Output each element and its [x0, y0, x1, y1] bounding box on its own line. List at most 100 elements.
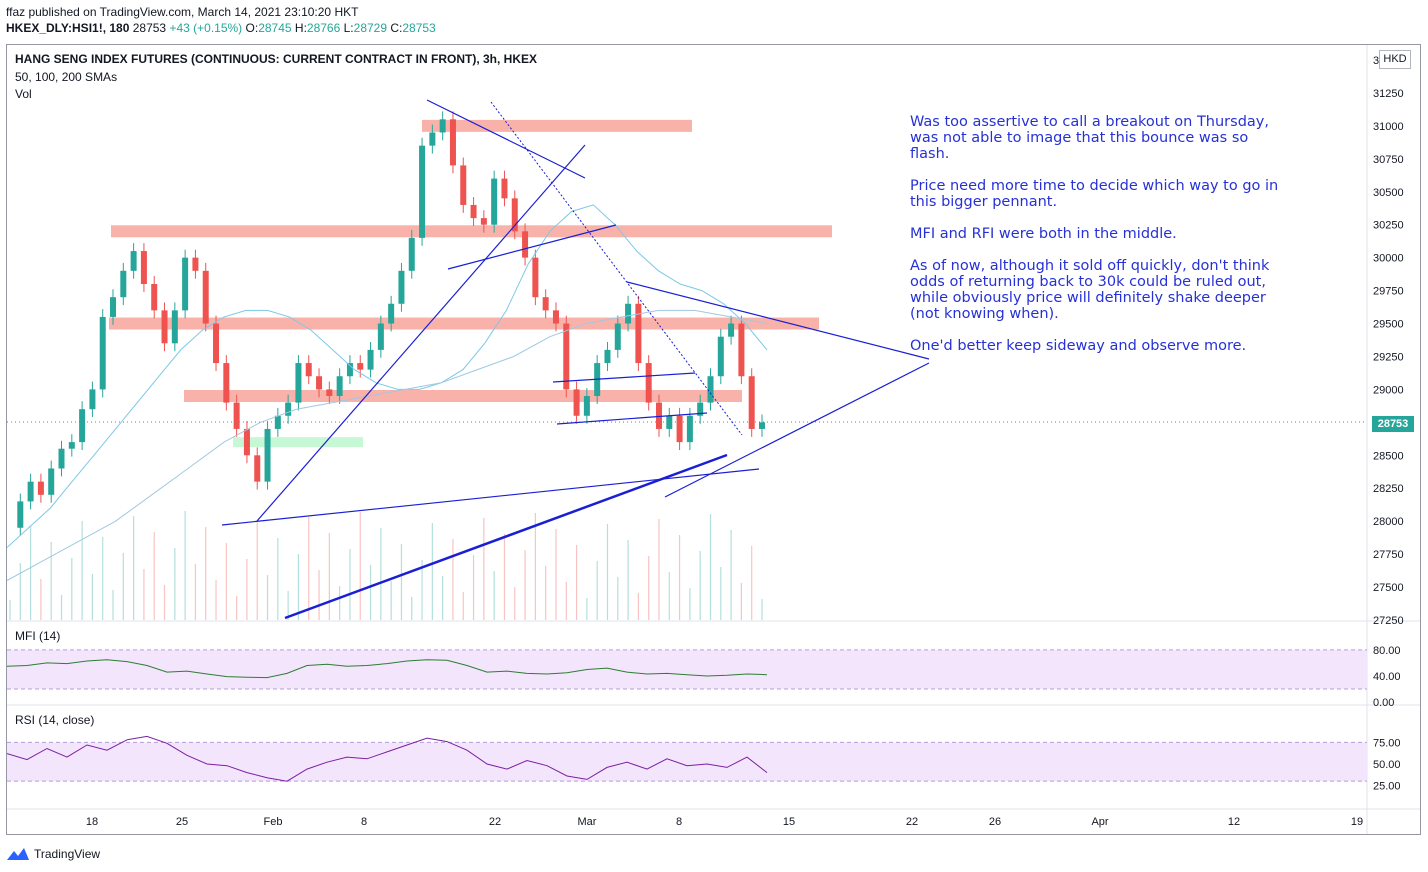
candle-body — [295, 363, 302, 403]
candle-body — [233, 402, 240, 429]
candle-body — [37, 481, 44, 495]
volume-bar — [421, 560, 423, 620]
volume-bar — [19, 563, 21, 620]
sma-100-line — [7, 309, 768, 581]
volume-bar — [627, 540, 629, 620]
candle-body — [625, 303, 632, 324]
x-tick-label: 8 — [676, 816, 682, 828]
price-tick-label: 28000 — [1373, 516, 1404, 528]
chart-frame — [6, 44, 1421, 835]
trend-line — [447, 224, 617, 270]
candle-body — [408, 237, 415, 271]
volume-bar — [730, 530, 732, 620]
candle-body — [676, 415, 683, 443]
volume-bar — [503, 534, 506, 620]
volume-bar — [369, 565, 372, 620]
volume-bar — [668, 572, 670, 620]
price-tick-label: 27500 — [1373, 582, 1404, 594]
candle-body — [738, 323, 745, 377]
volume-bar — [81, 521, 83, 620]
annotation-note: Was too assertive to call a breakout on … — [910, 114, 1290, 370]
candle-body — [717, 336, 724, 377]
volume-bar — [318, 570, 320, 620]
price-tick-label: 27250 — [1373, 615, 1404, 627]
volume-bar — [411, 597, 413, 620]
candle-body — [326, 389, 333, 396]
low-label: L: — [343, 21, 354, 35]
volume-bar — [194, 564, 197, 620]
volume-bar — [60, 595, 63, 620]
volume-bar — [163, 585, 166, 620]
volume-bar — [545, 566, 547, 620]
x-tick-label: Apr — [1091, 816, 1108, 828]
candle-body — [449, 119, 456, 166]
candle-body — [130, 251, 137, 271]
candle-body — [120, 270, 127, 298]
mfi-tick-label: 80.00 — [1373, 645, 1401, 657]
candle-body — [522, 231, 529, 258]
candle-body — [48, 468, 55, 495]
candle-body — [614, 323, 621, 350]
symbol-name: HKEX_DLY:HSI1!, 180 — [6, 21, 130, 35]
volume-bar — [246, 559, 248, 620]
x-tick-label: 22 — [489, 816, 501, 828]
volume-bar — [699, 551, 701, 620]
volume-bar — [575, 545, 578, 620]
last-price-tag: 28753 — [1372, 416, 1414, 432]
candle-body — [697, 402, 704, 416]
candle-body — [192, 257, 199, 271]
volume-bar — [462, 592, 464, 620]
volume-bar — [308, 517, 310, 620]
volume-bar — [30, 526, 32, 620]
candle-body — [552, 310, 559, 324]
volume-bar — [91, 574, 94, 620]
volume-bar — [555, 529, 557, 620]
candle-body — [501, 178, 508, 199]
chart-header: ffaz published on TradingView.com, March… — [6, 4, 1416, 44]
price-tick-label: 31000 — [1373, 121, 1404, 133]
volume-bar — [390, 581, 392, 620]
x-tick-label: 12 — [1228, 816, 1240, 828]
volume-bar — [297, 554, 300, 620]
volume-bar — [400, 544, 403, 620]
currency-button[interactable]: HKD — [1379, 50, 1411, 69]
candle-body — [759, 422, 765, 429]
low-value: 28729 — [353, 21, 388, 35]
price-tick-label: 31250 — [1373, 88, 1404, 100]
mfi-line — [7, 659, 768, 679]
volume-bar — [266, 575, 269, 620]
volume-bar — [658, 519, 660, 620]
volume-bar — [359, 512, 361, 620]
annotation-paragraph: Price need more time to decide which way… — [910, 178, 1279, 210]
volume-bar — [122, 553, 124, 620]
close-label: C: — [390, 21, 403, 35]
candle-body — [357, 363, 364, 370]
mfi-pane-title: MFI (14) — [15, 629, 61, 643]
symbol-line: HKEX_DLY:HSI1!, 180 28753 +43 (+0.15%) O… — [6, 20, 1416, 36]
chart-canvas[interactable]: 3150031250310003075030500302503000029750… — [7, 45, 1420, 834]
candle-body — [460, 165, 467, 205]
volume-bar — [50, 542, 52, 620]
x-tick-label: 25 — [176, 816, 188, 828]
volume-bar — [534, 513, 536, 620]
price-tick-label: 29000 — [1373, 384, 1404, 396]
price-tick-label: 30250 — [1373, 220, 1404, 232]
volume-bar — [617, 577, 619, 620]
channel-line — [556, 412, 708, 425]
volume-bar — [472, 555, 475, 620]
x-tick-label: Mar — [578, 816, 597, 828]
candle-body — [470, 204, 477, 219]
candle-body — [573, 389, 580, 416]
volume-bar — [256, 522, 258, 620]
candle-body — [243, 428, 250, 456]
candle-body — [264, 428, 271, 482]
volume-bar — [40, 579, 42, 620]
volume-bar — [565, 582, 567, 620]
candle-body — [336, 376, 343, 396]
channel-line — [552, 372, 696, 383]
pennant-upper — [626, 281, 930, 360]
candle-body — [346, 363, 353, 377]
annotation-paragraph: As of now, although it sold off quickly,… — [910, 258, 1270, 322]
trend-line-dotted — [490, 101, 743, 436]
trend-line — [221, 468, 760, 526]
